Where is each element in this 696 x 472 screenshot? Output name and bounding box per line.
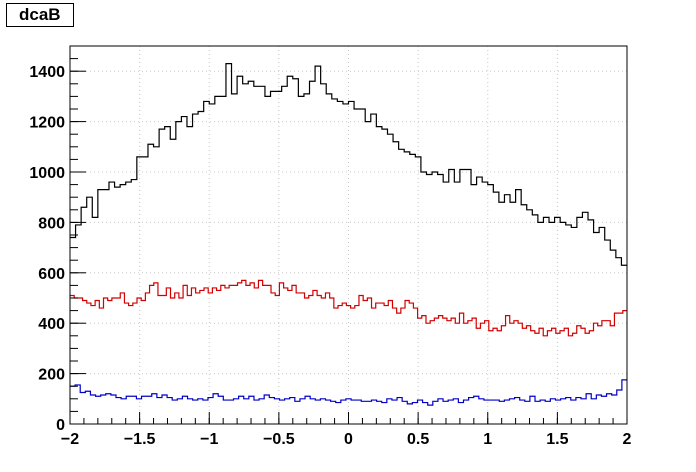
x-tick-label: 0 xyxy=(344,431,353,448)
histogram-series xyxy=(70,63,627,406)
y-tick-label: 0 xyxy=(56,417,65,434)
x-tick-label: 1.5 xyxy=(546,431,568,448)
x-tick-label: −1.5 xyxy=(124,431,156,448)
y-tick-label: 600 xyxy=(38,266,65,283)
x-tick-label: 0.5 xyxy=(407,431,429,448)
x-tick-label: −2 xyxy=(61,431,79,448)
y-tick-label: 1200 xyxy=(29,115,65,132)
x-tick-label: 1 xyxy=(483,431,492,448)
y-tick-label: 200 xyxy=(38,367,65,384)
x-tick-label: 2 xyxy=(623,431,632,448)
chart-title: dcaB xyxy=(6,3,74,27)
y-tick-label: 800 xyxy=(38,215,65,232)
y-tick-label: 400 xyxy=(38,316,65,333)
series-line-2 xyxy=(70,379,627,406)
x-axis-tick-labels: −2 −1.5 −1 −0.5 0 0.5 1 1.5 2 xyxy=(61,431,632,448)
x-tick-label: −0.5 xyxy=(263,431,295,448)
series-line-1 xyxy=(70,279,627,337)
y-axis-tick-labels: 0 200 400 600 800 1000 1200 1400 xyxy=(29,64,65,434)
y-tick-label: 1000 xyxy=(29,165,65,182)
grid-lines xyxy=(70,46,627,424)
y-tick-label: 1400 xyxy=(29,64,65,81)
axis-ticks xyxy=(69,45,628,425)
series-line-0 xyxy=(70,63,627,266)
x-tick-label: −1 xyxy=(200,431,218,448)
